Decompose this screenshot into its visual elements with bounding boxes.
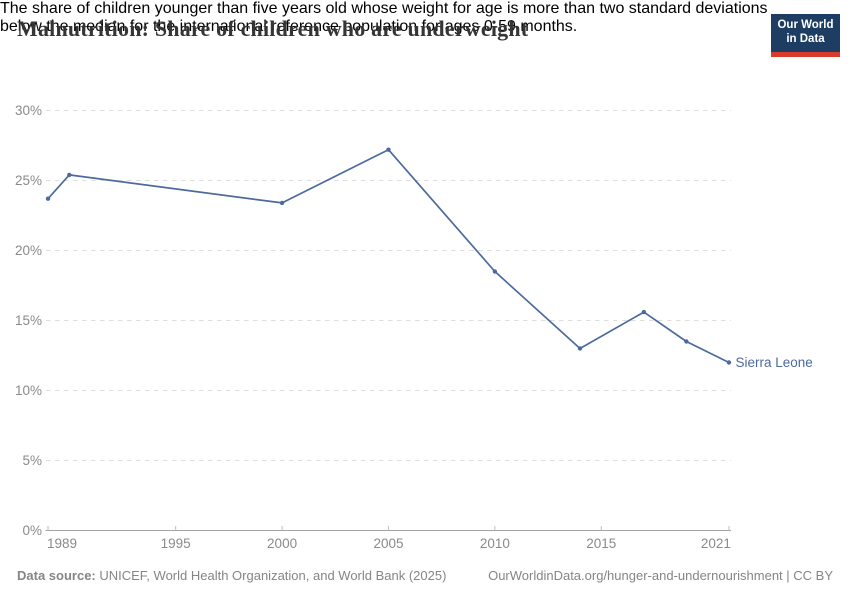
- data-source: Data source: UNICEF, World Health Organi…: [17, 568, 446, 583]
- y-axis-label: 5%: [22, 453, 42, 468]
- data-point[interactable]: [386, 147, 391, 152]
- x-axis-label: 2010: [480, 536, 510, 551]
- series-end-label[interactable]: Sierra Leone: [735, 355, 812, 370]
- y-axis-label: 0%: [22, 523, 42, 538]
- data-source-label: Data source:: [17, 568, 96, 583]
- x-axis-label: 1989: [47, 536, 77, 551]
- x-axis-label: 2005: [373, 536, 403, 551]
- x-axis-label: 2015: [586, 536, 616, 551]
- footer-link[interactable]: OurWorldinData.org/hunger-and-undernouri…: [488, 568, 833, 583]
- data-point[interactable]: [577, 346, 583, 351]
- y-axis-label: 25%: [15, 173, 42, 188]
- owid-logo-line2: in Data: [786, 33, 825, 45]
- data-point[interactable]: [641, 309, 647, 315]
- data-point[interactable]: [684, 339, 689, 344]
- x-axis-label: 2000: [267, 536, 297, 551]
- data-point[interactable]: [726, 360, 732, 365]
- data-point[interactable]: [67, 172, 72, 178]
- x-axis-label: 2021: [701, 536, 731, 551]
- chart-subtitle-line2: below the median for the international r…: [0, 18, 578, 35]
- data-point[interactable]: [492, 269, 498, 274]
- data-point[interactable]: [279, 200, 285, 206]
- y-axis-label: 15%: [15, 313, 42, 328]
- x-axis-label: 1995: [161, 536, 191, 551]
- data-point[interactable]: [45, 196, 51, 201]
- page-title: Malnutrition: Share of children who are …: [17, 16, 529, 41]
- owid-logo[interactable]: Our World in Data: [771, 14, 840, 57]
- data-line[interactable]: [47, 148, 730, 364]
- y-axis-label: 10%: [15, 383, 42, 398]
- data-source-text: UNICEF, World Health Organization, and W…: [95, 568, 447, 583]
- chart-footer: Data source: UNICEF, World Health Organi…: [17, 568, 833, 583]
- owid-logo-line1: Our World: [777, 19, 834, 32]
- y-axis-label: 20%: [15, 243, 42, 258]
- y-axis-label: 30%: [15, 103, 42, 118]
- chart-subtitle-line1: The share of children younger than five …: [0, 0, 768, 17]
